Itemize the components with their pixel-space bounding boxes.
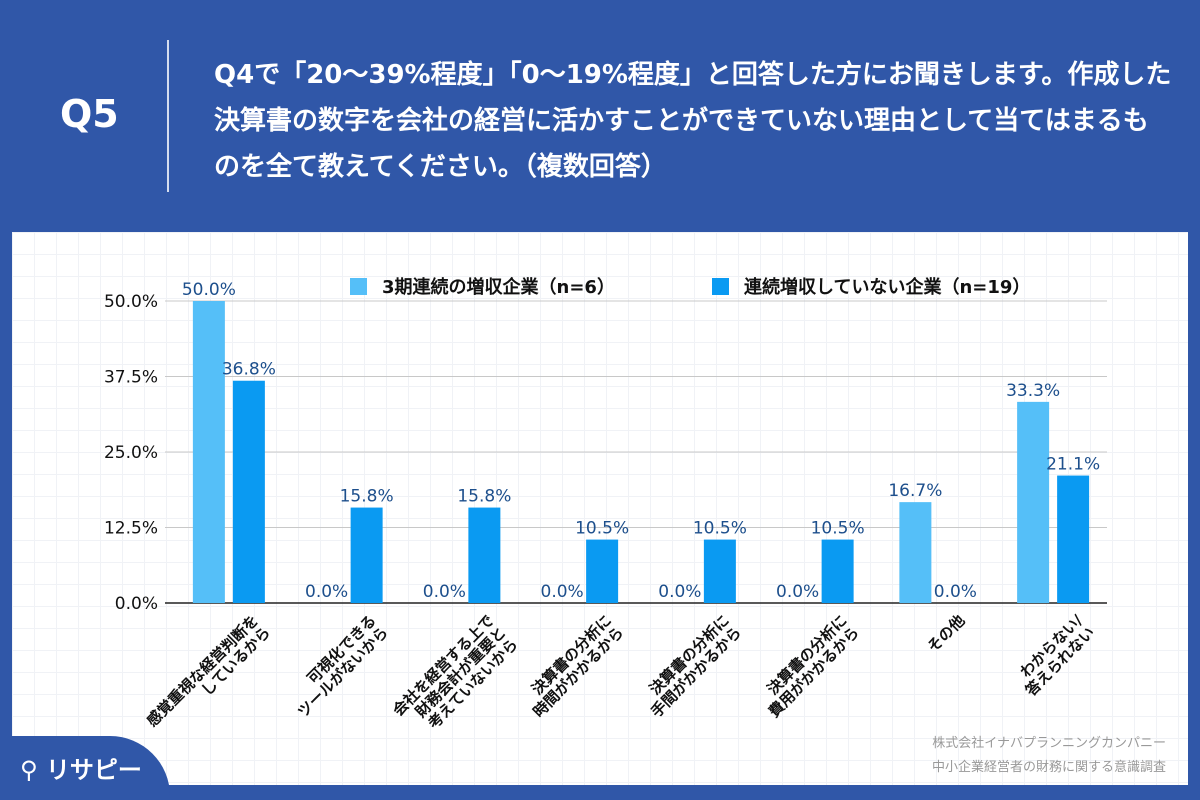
data-label: 0.0% — [305, 582, 348, 602]
y-tick-label: 50.0% — [104, 292, 158, 312]
data-label: 0.0% — [934, 582, 977, 602]
data-label: 33.3% — [1006, 381, 1060, 401]
x-tick-label: 決算書の分析に手間がかかるから — [635, 611, 745, 721]
bar — [821, 539, 854, 603]
data-label: 0.0% — [658, 582, 701, 602]
y-tick-label: 0.0% — [115, 594, 158, 614]
data-label: 50.0% — [182, 280, 236, 300]
data-label: 16.7% — [888, 481, 942, 501]
bar — [703, 539, 736, 603]
y-tick-label: 25.0% — [104, 443, 158, 463]
data-label: 10.5% — [811, 519, 865, 539]
divider — [167, 40, 169, 192]
bar — [1017, 401, 1050, 603]
logo-pin-icon: ⚲ — [20, 756, 38, 784]
bar — [586, 539, 619, 603]
bar — [192, 301, 225, 603]
data-label: 36.8% — [222, 360, 276, 380]
data-label: 21.1% — [1046, 455, 1100, 475]
data-label: 15.8% — [457, 487, 511, 507]
source-note: 株式会社イナバプランニングカンパニー 中小企業経営者の財務に関する意識調査 — [932, 732, 1166, 780]
data-label: 0.0% — [776, 582, 819, 602]
bar — [1057, 475, 1090, 603]
x-tick-label: 可視化できるツールがないから — [282, 611, 392, 721]
risapy-logo: ⚲ リサピー — [0, 736, 170, 800]
x-tick-label: 決算書の分析に費用がかかるから — [753, 611, 863, 721]
x-tick-label: 感覚重視な経営判断をしているから — [143, 611, 274, 742]
source-survey: 中小企業経営者の財務に関する意識調査 — [931, 760, 1166, 775]
x-tick-label: 会社を経営する上で財務会計が重要と考えていないから — [389, 611, 521, 743]
question-number: Q5 — [60, 92, 119, 136]
legend-swatch — [712, 278, 729, 295]
y-tick-label: 12.5% — [104, 519, 158, 539]
x-tick-label: その他 — [924, 611, 969, 656]
bar — [468, 507, 501, 603]
question-text: Q4で「20〜39%程度」「0〜19%程度」と回答した方にお聞きします。作成した… — [214, 60, 1172, 182]
bar — [899, 502, 932, 603]
x-tick-label: 決算書の分析に時間がかかるから — [518, 611, 628, 721]
data-label: 0.0% — [541, 582, 584, 602]
x-tick-label: わからない/答えられない — [1010, 611, 1099, 700]
legend-label: 連続増収していない企業（n=19） — [744, 276, 1030, 298]
data-label: 0.0% — [423, 582, 466, 602]
legend-label: 3期連続の増収企業（n=6） — [382, 276, 615, 298]
y-tick-label: 37.5% — [104, 368, 158, 388]
data-label: 10.5% — [693, 519, 747, 539]
bar — [232, 380, 265, 603]
legend-swatch — [350, 278, 367, 295]
logo-text: リサピー — [45, 756, 142, 784]
source-company: 株式会社イナバプランニングカンパニー — [932, 736, 1166, 751]
bar — [350, 507, 383, 603]
data-label: 15.8% — [340, 487, 394, 507]
data-label: 10.5% — [575, 519, 629, 539]
